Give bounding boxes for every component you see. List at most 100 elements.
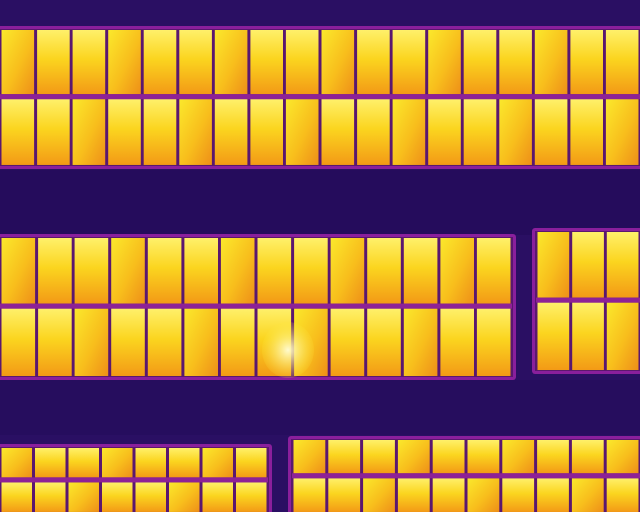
row3b-module [537, 478, 569, 512]
row1-module [285, 99, 319, 165]
row1-module [428, 99, 461, 165]
row1-module [214, 30, 248, 95]
row2a-module [184, 238, 218, 304]
row1-module [1, 99, 35, 165]
row1-module [250, 30, 283, 95]
row3b-module [467, 440, 500, 474]
row3b-module [363, 478, 395, 512]
row2a-module [184, 308, 218, 377]
row3b-module [606, 440, 639, 474]
row3b-module [571, 440, 604, 474]
row1-module [37, 99, 70, 165]
row3b-module [606, 478, 639, 512]
row3b-mid-rail [292, 473, 640, 479]
row1-module [570, 99, 603, 165]
row2b-mid-rail [536, 297, 640, 303]
ground-gap-1 [0, 170, 640, 235]
hotspot [262, 322, 314, 378]
row2a-module [147, 238, 182, 304]
row2a-module [403, 308, 438, 377]
row1-module [108, 30, 141, 95]
row1-module [321, 30, 355, 95]
row3b-module [537, 440, 569, 474]
row3b-module [328, 478, 361, 512]
row1-module [428, 30, 461, 95]
row2a-module [1, 308, 36, 377]
row2b-module [537, 232, 570, 298]
row2a-module [220, 308, 255, 377]
row1-module [179, 30, 212, 95]
row3b-module [502, 440, 535, 474]
row1-module [143, 99, 177, 165]
row3a-module [1, 482, 32, 512]
row2b-module [606, 232, 639, 298]
row2a-module [294, 238, 328, 304]
row1-module [108, 99, 141, 165]
row1-module [392, 99, 426, 165]
row1-module [463, 99, 497, 165]
row3a-module [236, 482, 267, 512]
row2a-module [74, 238, 109, 304]
row1-module [72, 99, 106, 165]
row3a-module [169, 482, 200, 512]
row3b-module [432, 478, 465, 512]
row2a-module [330, 238, 365, 304]
row3b-module [502, 478, 535, 512]
row2a-module [403, 238, 438, 304]
row2a-module [38, 308, 72, 377]
row3b-module [432, 440, 465, 474]
row3a-module [202, 448, 233, 478]
row2a-module [476, 308, 511, 377]
row2b-module [606, 302, 639, 371]
row3a-module [1, 448, 32, 478]
row3a-module [68, 482, 99, 512]
row1-module [392, 30, 426, 95]
row3a-module [102, 482, 133, 512]
row1-module [250, 99, 283, 165]
row3b-module [397, 440, 430, 474]
row2a-module [257, 238, 292, 304]
row2a-module [38, 238, 72, 304]
row3a-module [68, 448, 99, 478]
row2a-module [440, 238, 474, 304]
row2a-module [74, 308, 109, 377]
row2a-module [440, 308, 474, 377]
row2a-mid-rail [0, 303, 512, 309]
row1-module [534, 99, 568, 165]
row1-module [179, 99, 212, 165]
row1-module [534, 30, 568, 95]
row2a-module [330, 308, 365, 377]
row2a-module [367, 238, 401, 304]
row3b-module [328, 440, 361, 474]
row1-module [1, 30, 35, 95]
row1-module [357, 99, 390, 165]
row3a-module [35, 482, 66, 512]
row3a-mid-rail [0, 477, 268, 483]
panel-row-2 [0, 228, 640, 380]
row2a-module [111, 238, 145, 304]
row3b-module [467, 478, 500, 512]
row3a-module [169, 448, 200, 478]
ground-gap-2 [0, 380, 640, 435]
row3b-module [571, 478, 604, 512]
row1-module [605, 30, 639, 95]
row3a-module [202, 482, 233, 512]
row1-module [321, 99, 355, 165]
panel-row-1 [0, 26, 640, 169]
panel-row-3 [0, 436, 640, 512]
row2b-module [537, 302, 570, 371]
row1-module [214, 99, 248, 165]
row2b-module [572, 302, 604, 371]
row3a-module [35, 448, 66, 478]
row2b-module [572, 232, 604, 298]
row1-module [605, 99, 639, 165]
row2a-module [476, 238, 511, 304]
row2a-module [367, 308, 401, 377]
row3a-module [102, 448, 133, 478]
row1-module [72, 30, 106, 95]
row1-module [499, 30, 532, 95]
row3b-module [293, 440, 326, 474]
row1-module [463, 30, 497, 95]
row2a-module [147, 308, 182, 377]
